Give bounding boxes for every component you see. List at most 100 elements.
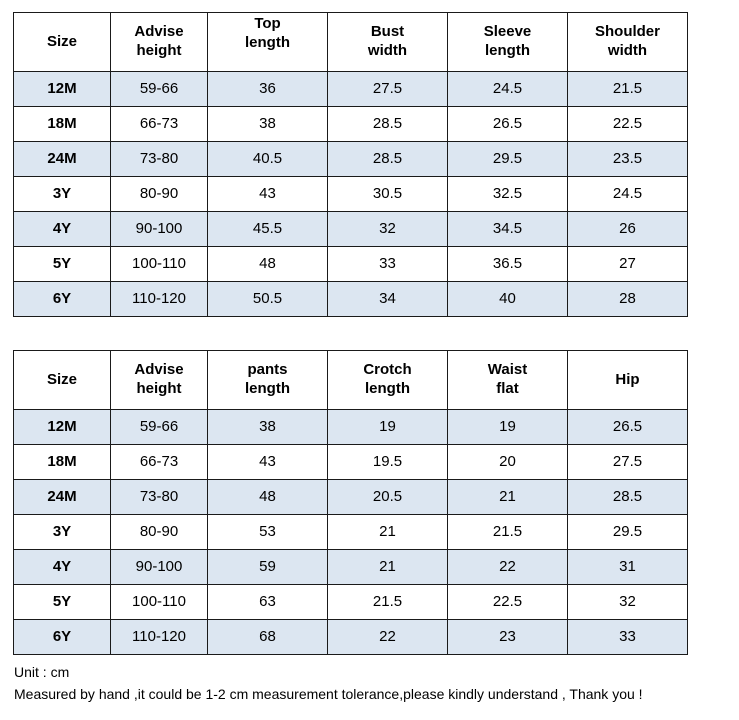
value-cell: 19.5 [327,444,448,480]
table-row: 24M 73-80 40.5 28.5 29.5 23.5 [13,141,688,177]
value-cell: 21 [327,549,448,585]
height-cell: 110-120 [110,619,208,655]
table-row: 4Y 90-100 59 21 22 31 [13,549,688,585]
value-cell: 29.5 [447,141,568,177]
size-cell: 4Y [13,211,111,247]
value-cell: 23 [447,619,568,655]
value-cell: 48 [207,479,328,515]
size-cell: 5Y [13,246,111,282]
value-cell: 22 [447,549,568,585]
header-advise-height: Advise height [110,12,208,72]
header-size: Size [13,12,111,72]
value-cell: 45.5 [207,211,328,247]
unit-note: Unit : cm [14,664,70,680]
height-cell: 66-73 [110,106,208,142]
value-cell: 28.5 [327,141,448,177]
value-cell: 29.5 [567,514,688,550]
header-pants-length: pants length [207,350,328,410]
height-cell: 100-110 [110,246,208,282]
value-cell: 26.5 [447,106,568,142]
value-cell: 22.5 [447,584,568,620]
value-cell: 22 [327,619,448,655]
header-waist-flat: Waist flat [447,350,568,410]
value-cell: 22.5 [567,106,688,142]
top-size-table: Size Advise height Top length Bust width Sl… [13,12,688,317]
height-cell: 59-66 [110,409,208,445]
size-cell: 18M [13,444,111,480]
size-cell: 6Y [13,281,111,317]
size-cell: 24M [13,141,111,177]
height-cell: 73-80 [110,141,208,177]
value-cell: 21.5 [567,71,688,107]
header-top-length: Top length [207,12,328,72]
size-cell: 4Y [13,549,111,585]
value-cell: 27.5 [567,444,688,480]
height-cell: 100-110 [110,584,208,620]
header-bust-width: Bust width [327,12,448,72]
header-crotch-length: Crotch length [327,350,448,410]
size-cell: 24M [13,479,111,515]
table-row: 5Y 100-110 48 33 36.5 27 [13,246,688,282]
height-cell: 80-90 [110,176,208,212]
table-row: 6Y 110-120 68 22 23 33 [13,619,688,655]
header-sleeve-length: Sleeve length [447,12,568,72]
header-shoulder-width: Shoulder width [567,12,688,72]
size-cell: 3Y [13,176,111,212]
value-cell: 38 [207,409,328,445]
height-cell: 66-73 [110,444,208,480]
value-cell: 36.5 [447,246,568,282]
height-cell: 59-66 [110,71,208,107]
value-cell: 28.5 [327,106,448,142]
value-cell: 24.5 [447,71,568,107]
table-row: 6Y 110-120 50.5 34 40 28 [13,281,688,317]
value-cell: 31 [567,549,688,585]
value-cell: 26 [567,211,688,247]
value-cell: 63 [207,584,328,620]
value-cell: 40.5 [207,141,328,177]
table-row: 24M 73-80 48 20.5 21 28.5 [13,479,688,515]
value-cell: 23.5 [567,141,688,177]
height-cell: 90-100 [110,549,208,585]
value-cell: 21.5 [327,584,448,620]
value-cell: 30.5 [327,176,448,212]
height-cell: 80-90 [110,514,208,550]
value-cell: 21.5 [447,514,568,550]
value-cell: 34.5 [447,211,568,247]
bottom-size-table: Size Advise height pants length Crotch leng… [13,350,688,655]
table-row: 12M 59-66 38 19 19 26.5 [13,409,688,445]
size-cell: 3Y [13,514,111,550]
table-row: 18M 66-73 38 28.5 26.5 22.5 [13,106,688,142]
height-cell: 110-120 [110,281,208,317]
value-cell: 59 [207,549,328,585]
value-cell: 32 [567,584,688,620]
value-cell: 19 [447,409,568,445]
value-cell: 68 [207,619,328,655]
value-cell: 28 [567,281,688,317]
value-cell: 33 [567,619,688,655]
value-cell: 43 [207,444,328,480]
size-cell: 12M [13,71,111,107]
table-row: 3Y 80-90 43 30.5 32.5 24.5 [13,176,688,212]
value-cell: 24.5 [567,176,688,212]
value-cell: 32 [327,211,448,247]
table-row: 5Y 100-110 63 21.5 22.5 32 [13,584,688,620]
size-cell: 5Y [13,584,111,620]
value-cell: 27.5 [327,71,448,107]
value-cell: 26.5 [567,409,688,445]
value-cell: 43 [207,176,328,212]
value-cell: 19 [327,409,448,445]
table-header-row: Size Advise height Top length Bust width Sl… [13,12,688,72]
value-cell: 21 [327,514,448,550]
tolerance-note: Measured by hand ,it could be 1-2 cm mea… [14,686,643,702]
table-row: 12M 59-66 36 27.5 24.5 21.5 [13,71,688,107]
height-cell: 90-100 [110,211,208,247]
value-cell: 20.5 [327,479,448,515]
header-hip: Hip [567,350,688,410]
value-cell: 40 [447,281,568,317]
header-size: Size [13,350,111,410]
table-header-row: Size Advise height pants length Crotch leng… [13,350,688,410]
value-cell: 32.5 [447,176,568,212]
value-cell: 50.5 [207,281,328,317]
value-cell: 36 [207,71,328,107]
value-cell: 28.5 [567,479,688,515]
